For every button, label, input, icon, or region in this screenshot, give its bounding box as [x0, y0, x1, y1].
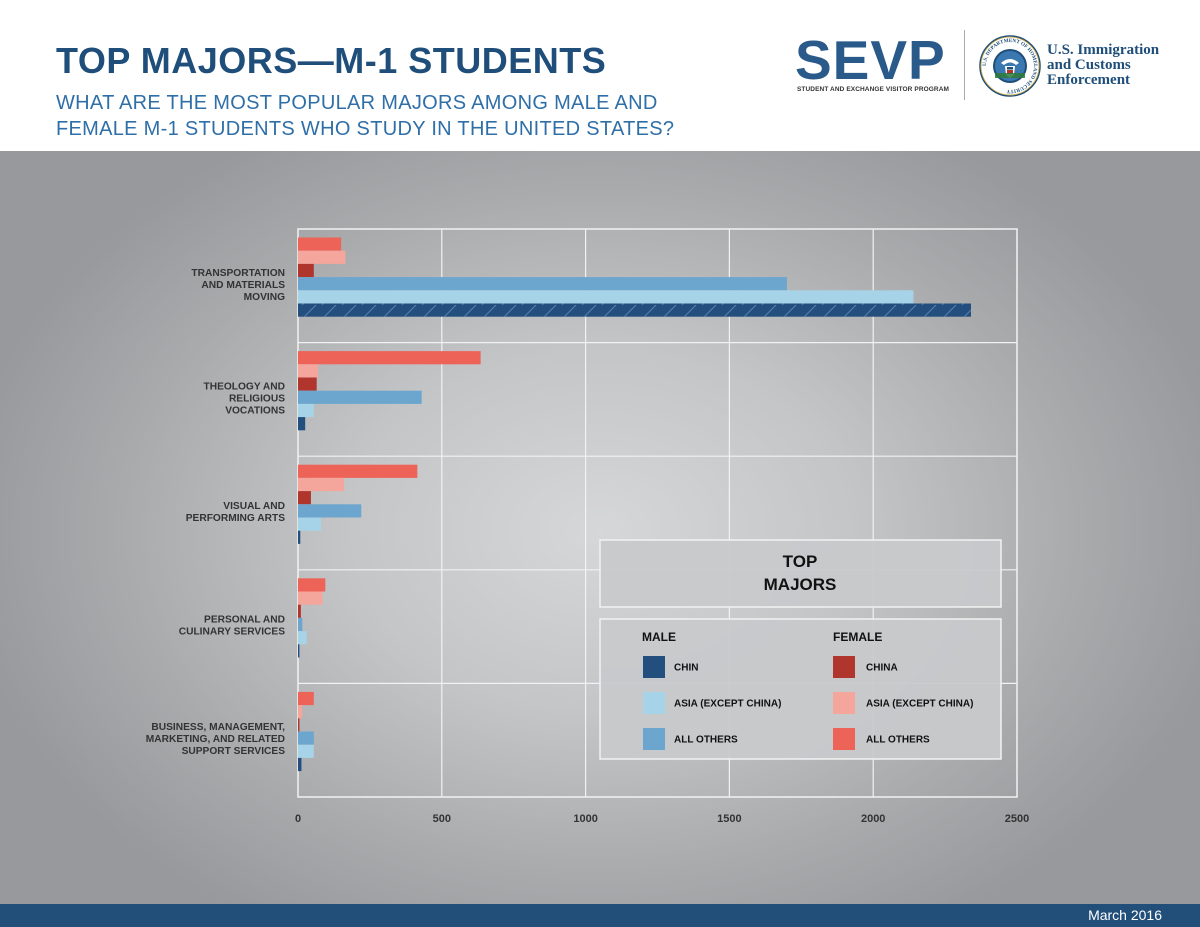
category-label-line: MARKETING, AND RELATED [146, 734, 285, 745]
legend-box [599, 618, 1002, 760]
page-subtitle-line1: WHAT ARE THE MOST POPULAR MAJORS AMONG M… [56, 92, 658, 114]
bar [298, 757, 302, 772]
x-tick-label: 2500 [1005, 813, 1029, 825]
category-label-line: THEOLOGY AND [203, 381, 285, 392]
sevp-logo: SEVP STUDENT AND EXCHANGE VISITOR PROGRA… [795, 29, 949, 96]
bar [298, 530, 301, 544]
bar [298, 277, 787, 291]
legend-title-line2: MAJORS [764, 575, 837, 594]
category-label-line: AND MATERIALS [201, 280, 285, 291]
bar [298, 263, 314, 278]
legend-male-header: MALE [642, 630, 676, 644]
agency-name: U.S. Immigration and Customs Enforcement [1047, 43, 1159, 88]
bar [298, 691, 314, 706]
legend-male-item-label: ASIA (EXCEPT CHINA) [674, 699, 781, 710]
category-label-line: SUPPORT SERVICES [182, 746, 286, 757]
bar [298, 578, 326, 592]
bar [298, 504, 362, 518]
x-tick-label: 0 [295, 813, 301, 825]
bar [298, 517, 322, 531]
bar [298, 705, 303, 719]
category-label-line: CULINARY SERVICES [179, 627, 285, 638]
bar [298, 477, 345, 492]
bar [298, 744, 314, 758]
bar [298, 377, 317, 391]
category-label-line: MOVING [244, 292, 285, 303]
bar [298, 290, 914, 304]
x-tick-label: 2000 [861, 813, 885, 825]
category-label-line: PERSONAL AND [204, 615, 285, 626]
agency-name-line3: Enforcement [1047, 72, 1131, 88]
bar [298, 718, 300, 732]
category-label-line: VISUAL AND [223, 501, 285, 512]
header: TOP MAJORS—M-1 STUDENTS WHAT ARE THE MOS… [0, 0, 1200, 151]
bar-hatch [298, 303, 971, 317]
category-label: BUSINESS, MANAGEMENT, MARKETING, AND RELA… [146, 722, 285, 757]
footer-bar: March 2016 [0, 904, 1200, 927]
category-label: PERSONAL AND CULINARY SERVICES [179, 615, 285, 638]
legend-female-item-swatch [833, 656, 855, 678]
sevp-logo-tagline: STUDENT AND EXCHANGE VISITOR PROGRAM [797, 86, 950, 93]
legend-male-item-swatch [643, 728, 665, 750]
legend-male-item-label: ALL OTHERS [674, 735, 738, 746]
x-tick-label: 1000 [573, 813, 597, 825]
page-subtitle-line2: FEMALE M-1 STUDENTS WHO STUDY IN THE UNI… [56, 118, 675, 140]
legend-male-item-swatch [643, 692, 665, 714]
legend-male-item-swatch [643, 656, 665, 678]
legend-title-line1: TOP [783, 552, 818, 571]
bar [298, 237, 342, 251]
category-label: THEOLOGY AND RELIGIOUS VOCATIONS [203, 381, 285, 416]
legend-female-item-swatch [833, 692, 855, 714]
dhs-seal-icon: U.S. DEPARTMENT OF HOMELAND SECURITY [979, 35, 1041, 97]
legend-female-header: FEMALE [833, 630, 882, 644]
agency-name-line1: U.S. Immigration [1047, 42, 1160, 58]
category-label: TRANSPORTATION AND MATERIALS MOVING [191, 268, 285, 303]
bar [298, 364, 319, 378]
bar [298, 464, 418, 478]
bar [298, 390, 422, 404]
x-tick-label: 500 [433, 813, 451, 825]
category-label-line: PERFORMING ARTS [186, 513, 285, 524]
category-label-line: VOCATIONS [225, 405, 285, 416]
bar [298, 403, 314, 418]
bar [298, 731, 314, 745]
legend-female-item-label: CHINA [866, 663, 898, 674]
bar [298, 491, 311, 505]
footer-date: March 2016 [1088, 907, 1162, 923]
category-label-line: BUSINESS, MANAGEMENT, [151, 722, 285, 733]
sevp-logo-text: SEVP [795, 29, 946, 91]
category-label: VISUAL AND PERFORMING ARTS [186, 501, 285, 524]
bar [298, 631, 307, 645]
legend-female-item-label: ALL OTHERS [866, 735, 930, 746]
legend-female-item-label: ASIA (EXCEPT CHINA) [866, 699, 973, 710]
chart-area: 0 500 1000 1500 2000 2500 TRANSPORTATION AND MA… [0, 151, 1200, 904]
bar [298, 617, 303, 632]
category-label-line: RELIGIOUS [229, 393, 285, 404]
agency-name-line2: and Customs [1047, 57, 1131, 73]
bar-chart: 0 500 1000 1500 2000 2500 TRANSPORTATION AND MA… [146, 228, 1029, 825]
bar [298, 591, 323, 605]
bar [298, 250, 346, 264]
page-title: TOP MAJORS—M-1 STUDENTS [56, 40, 607, 81]
bar [298, 644, 300, 658]
bar [298, 417, 306, 431]
legend-title-box [599, 539, 1002, 608]
bar [298, 351, 481, 365]
logo-divider [964, 30, 965, 100]
legend-male-item-label: CHIN [674, 663, 698, 674]
category-label-line: TRANSPORTATION [191, 268, 285, 279]
bar [298, 604, 301, 618]
legend-female-item-swatch [833, 728, 855, 750]
x-tick-label: 1500 [717, 813, 741, 825]
